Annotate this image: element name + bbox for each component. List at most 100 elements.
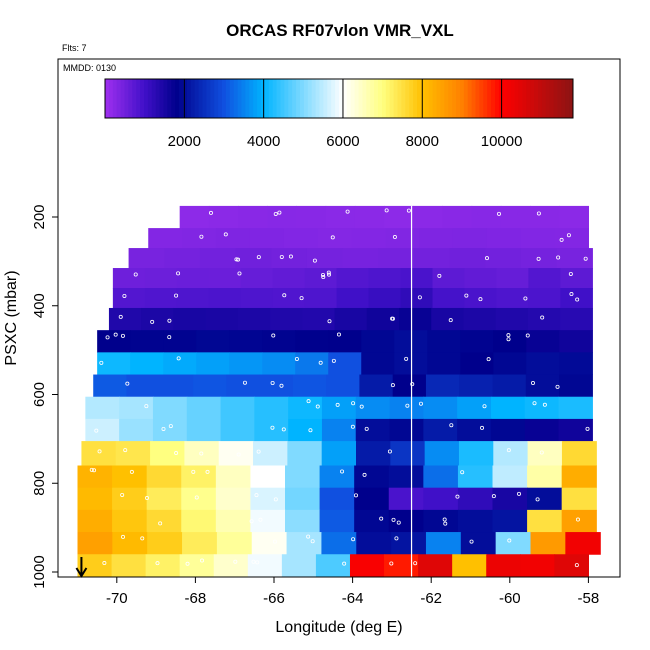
- colorbar-segment: [233, 79, 239, 118]
- colorbar-segment: [120, 79, 125, 118]
- colorbar-segment: [409, 79, 414, 118]
- heatmap-cell: [400, 288, 434, 309]
- colorbar-segment: [335, 79, 340, 118]
- colorbar-segment: [300, 79, 305, 118]
- colorbar-segment: [253, 79, 258, 118]
- sample-point: [315, 404, 320, 409]
- sample-point: [532, 401, 537, 406]
- colorbar-segment: [413, 79, 418, 118]
- colorbar-segment: [155, 79, 161, 118]
- heatmap-cell: [128, 248, 165, 269]
- heatmap-cell: [196, 330, 230, 353]
- x-tick-label: -70: [106, 590, 128, 607]
- sample-point: [199, 234, 204, 239]
- sample-point: [387, 449, 392, 454]
- colorbar-segment: [487, 79, 492, 118]
- heatmap-cell: [361, 352, 395, 376]
- sample-point: [256, 449, 261, 454]
- colorbar-segment: [218, 79, 223, 118]
- colorbar-segment: [444, 79, 449, 118]
- colorbar-segment: [545, 79, 551, 118]
- heatmap-cell: [85, 418, 120, 442]
- colorbar-segment: [151, 79, 157, 118]
- colorbar-segment: [331, 79, 336, 118]
- colorbar-segment: [569, 79, 574, 118]
- heatmap-cell: [527, 509, 563, 533]
- heatmap-cell: [463, 307, 497, 331]
- heatmap-cell: [262, 330, 296, 353]
- colorbar-segment: [479, 79, 484, 118]
- sample-point: [123, 448, 128, 453]
- heatmap-cell: [561, 487, 597, 511]
- heatmap-cell: [559, 330, 593, 353]
- sample-point: [350, 424, 355, 429]
- sample-point: [390, 316, 395, 321]
- sample-point: [208, 210, 213, 215]
- sample-point: [299, 296, 304, 301]
- heatmap-cell: [449, 248, 486, 269]
- sample-point: [437, 273, 442, 278]
- heatmap-cell: [215, 509, 252, 533]
- heatmap-cell: [296, 205, 327, 229]
- heatmap-cell: [325, 205, 356, 229]
- heatmap-cell: [336, 268, 370, 289]
- sample-point: [155, 561, 160, 566]
- colorbar-segment: [136, 79, 141, 118]
- colorbar-segment: [229, 79, 235, 118]
- colorbar-segment: [358, 79, 363, 118]
- heatmap-cell: [384, 205, 414, 229]
- heatmap-cell: [527, 441, 563, 466]
- heatmap-cell: [423, 396, 458, 420]
- colorbar-segment: [190, 79, 196, 118]
- heatmap-cell: [196, 352, 230, 376]
- heatmap-cell: [81, 441, 117, 466]
- heatmap-cell: [181, 509, 217, 533]
- colorbar-segment: [459, 79, 465, 118]
- sample-point: [194, 495, 199, 500]
- sample-point: [223, 232, 228, 237]
- heatmap-cell: [285, 465, 321, 489]
- sample-point: [271, 333, 276, 338]
- heatmap-cell: [359, 374, 394, 398]
- y-tick-label: 400: [31, 293, 48, 318]
- sample-point: [251, 559, 256, 564]
- heatmap-cell: [520, 228, 556, 249]
- colorbar-segment: [495, 79, 500, 118]
- heatmap-cell: [237, 307, 271, 331]
- heatmap-cell: [336, 288, 370, 309]
- heatmap-cell: [530, 532, 566, 555]
- colorbar-segment: [389, 79, 395, 118]
- heatmap-cell: [471, 205, 502, 229]
- heatmap-cell: [240, 288, 274, 309]
- heatmap-cell: [413, 248, 451, 269]
- sample-point: [575, 517, 580, 522]
- heatmap-cell: [181, 465, 217, 489]
- heatmap-cell: [495, 307, 529, 331]
- heatmap-cell: [319, 487, 355, 511]
- heatmap-cell: [267, 205, 298, 229]
- heatmap-cell: [457, 509, 494, 533]
- heatmap-cell: [145, 554, 181, 577]
- sample-point: [199, 451, 204, 456]
- heatmap-cell: [152, 396, 188, 420]
- heatmap-cell: [272, 268, 306, 289]
- heatmap-cell: [423, 509, 459, 533]
- sample-point: [279, 383, 284, 388]
- colorbar-segment: [284, 79, 289, 118]
- sample-points: [89, 208, 590, 568]
- heatmap-cell: [146, 487, 182, 511]
- heatmap-cell: [495, 532, 532, 555]
- x-axis-label: Longitude (deg E): [275, 619, 402, 636]
- heatmap-cell: [464, 268, 498, 289]
- heatmap-cell: [424, 441, 460, 466]
- heatmap-cell: [559, 352, 593, 376]
- heatmap-cell: [317, 228, 352, 249]
- colorbar-segment: [159, 79, 164, 118]
- heatmap-cell: [524, 418, 560, 442]
- sample-point: [389, 561, 394, 566]
- heatmap-cell: [146, 465, 182, 489]
- heatmap-cell: [130, 330, 164, 353]
- heatmap-cell: [164, 248, 201, 269]
- colorbar-segment: [432, 79, 437, 118]
- heatmap-cell: [199, 248, 237, 269]
